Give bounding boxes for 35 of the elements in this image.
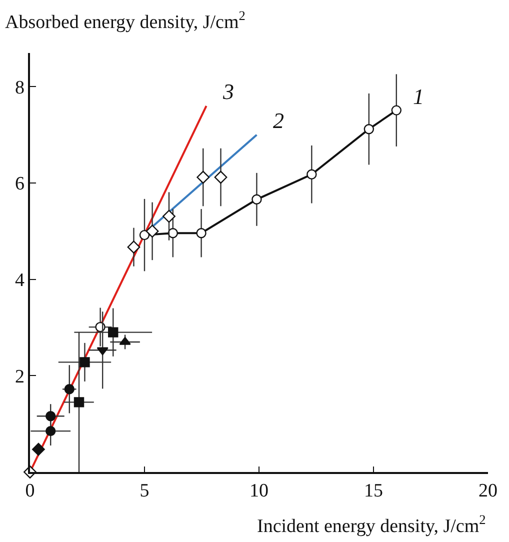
y-axis-title: Absorbed energy density, J/cm$^{2}$ [5,8,246,33]
point [108,327,118,338]
point [306,169,317,180]
point [364,124,374,134]
point [162,210,176,223]
point [32,442,45,456]
point [196,228,206,238]
x-tick-label: 15 [364,480,383,502]
point [46,426,56,436]
point [214,170,228,184]
point [127,240,140,254]
x-tick-label: 20 [478,480,498,502]
annotation: 3 [222,79,234,104]
point [146,224,159,238]
point [80,357,90,368]
y-tick-label: 2 [14,366,24,388]
x-axis-title: Incident energy density, J/cm$^{2}$ [257,512,486,537]
annotation: 1 [413,84,424,109]
y-tick-label: 8 [14,77,24,98]
point [46,411,56,422]
point [139,230,150,240]
point [119,336,131,345]
x-tick-label: 10 [250,480,268,502]
x-tick-label: 0 [25,480,35,502]
annotation: 2 [273,108,284,133]
point [96,347,108,356]
x-tick-label: 5 [140,480,150,502]
point [196,170,210,184]
point [391,105,402,116]
point [64,384,74,394]
point [168,228,178,238]
y-tick-label: 6 [14,174,24,195]
point [252,194,262,205]
point [74,397,84,408]
y-tick-label: 4 [14,270,25,292]
